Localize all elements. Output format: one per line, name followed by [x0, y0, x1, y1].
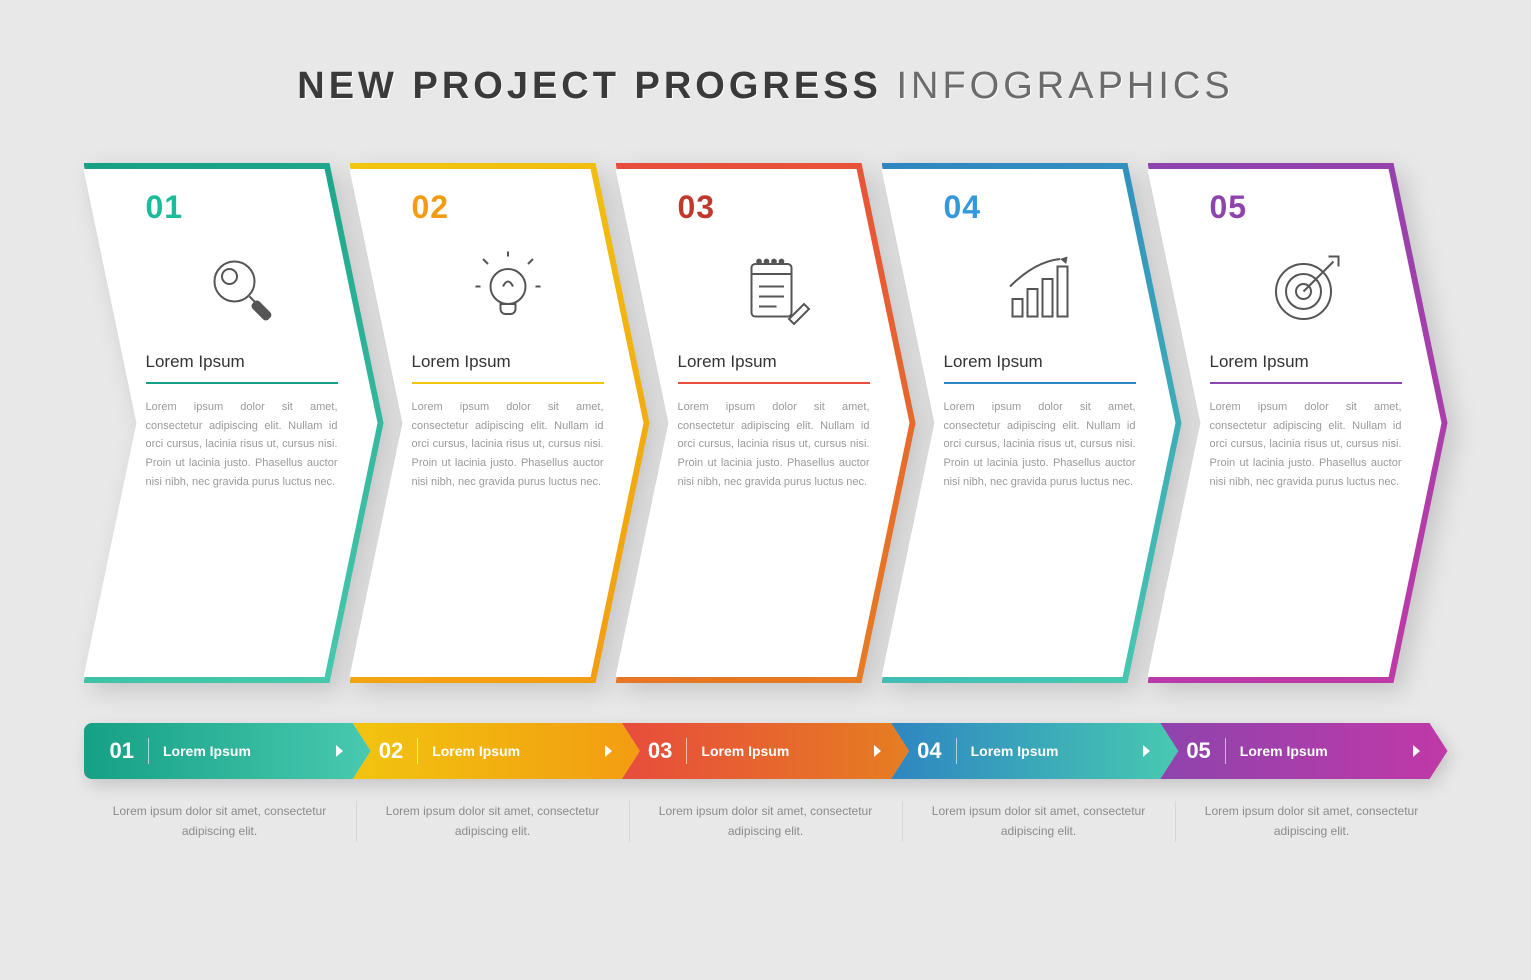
chevron-right-icon — [1143, 415, 1153, 431]
chevron-right-icon — [345, 415, 355, 431]
chevron-right-icon — [874, 745, 881, 757]
title-thin: INFOGRAPHICS — [896, 65, 1233, 107]
step-body: Lorem ipsum dolor sit amet, consectetur … — [944, 398, 1136, 491]
step-number: 03 — [678, 189, 870, 226]
step-number: 01 — [146, 189, 338, 226]
ribbon-label: Lorem Ipsum — [432, 743, 605, 759]
step-title: Lorem Ipsum — [944, 352, 1136, 372]
page-title: NEW PROJECT PROGRESS INFOGRAPHICS — [80, 65, 1451, 108]
step-body: Lorem ipsum dolor sit amet, consectetur … — [412, 398, 604, 491]
card-inner: 04 Lorem Ipsum Lorem ipsum dolor sit amet,… — [882, 169, 1176, 677]
step-card: 02 Lorem Ipsum Lorem ipsum dolor sit amet,… — [350, 163, 650, 683]
ribbon-step: 02 Lorem Ipsum — [353, 723, 640, 779]
caption: Lorem ipsum dolor sit amet, consectetur … — [357, 801, 630, 842]
ribbon-number: 04 — [917, 738, 956, 764]
step-title: Lorem Ipsum — [1210, 352, 1402, 372]
ribbon-row: 01Lorem Ipsum02Lorem Ipsum03Lorem Ipsum0… — [84, 723, 1448, 779]
chevron-right-icon — [336, 745, 343, 757]
step-number: 04 — [944, 189, 1136, 226]
card-inner: 05 Lorem Ipsum Lorem ipsum dolor sit amet,… — [1148, 169, 1442, 677]
card-inner: 02 Lorem Ipsum Lorem ipsum dolor sit amet,… — [350, 169, 644, 677]
step-card: 03 Lorem Ipsum Lorem ipsum dolor sit amet,… — [616, 163, 916, 683]
chevron-right-icon — [605, 745, 612, 757]
step-body: Lorem ipsum dolor sit amet, consectetur … — [678, 398, 870, 491]
caption: Lorem ipsum dolor sit amet, consectetur … — [630, 801, 903, 842]
step-title: Lorem Ipsum — [412, 352, 604, 372]
lightbulb-icon — [412, 234, 604, 344]
page: NEW PROJECT PROGRESS INFOGRAPHICS 01 Lore… — [0, 0, 1531, 980]
divider — [412, 382, 604, 384]
divider — [678, 382, 870, 384]
chevron-right-icon — [611, 415, 621, 431]
ribbon-step: 04 Lorem Ipsum — [891, 723, 1178, 779]
magnifier-icon — [146, 234, 338, 344]
step-title: Lorem Ipsum — [146, 352, 338, 372]
chevron-right-icon — [1413, 745, 1420, 757]
caption: Lorem ipsum dolor sit amet, consectetur … — [84, 801, 357, 842]
step-card: 01 Lorem Ipsum Lorem ipsum dolor sit amet,… — [84, 163, 384, 683]
ribbon-step: 01 Lorem Ipsum — [84, 723, 371, 779]
ribbon-step: 05 Lorem Ipsum — [1160, 723, 1447, 779]
card-inner: 01 Lorem Ipsum Lorem ipsum dolor sit amet,… — [84, 169, 378, 677]
divider — [944, 382, 1136, 384]
title-bold: NEW PROJECT PROGRESS — [297, 65, 882, 107]
divider — [146, 382, 338, 384]
step-number: 05 — [1210, 189, 1402, 226]
step-title: Lorem Ipsum — [678, 352, 870, 372]
caption: Lorem ipsum dolor sit amet, consectetur … — [1176, 801, 1448, 842]
steps-row: 01 Lorem Ipsum Lorem ipsum dolor sit amet,… — [84, 163, 1448, 683]
ribbon-step: 03 Lorem Ipsum — [622, 723, 909, 779]
chevron-right-icon — [877, 415, 887, 431]
divider — [1210, 382, 1402, 384]
notepad-icon — [678, 234, 870, 344]
step-body: Lorem ipsum dolor sit amet, consectetur … — [1210, 398, 1402, 491]
ribbon-label: Lorem Ipsum — [1240, 743, 1413, 759]
ribbon-number: 02 — [379, 738, 418, 764]
step-card: 04 Lorem Ipsum Lorem ipsum dolor sit amet,… — [882, 163, 1182, 683]
caption: Lorem ipsum dolor sit amet, consectetur … — [903, 801, 1176, 842]
ribbon-number: 01 — [110, 738, 149, 764]
ribbon-label: Lorem Ipsum — [163, 743, 336, 759]
ribbon-label: Lorem Ipsum — [701, 743, 874, 759]
ribbon-number: 05 — [1186, 738, 1225, 764]
chevron-right-icon — [1143, 745, 1150, 757]
growth-chart-icon — [944, 234, 1136, 344]
target-icon — [1210, 234, 1402, 344]
ribbon-label: Lorem Ipsum — [971, 743, 1144, 759]
step-number: 02 — [412, 189, 604, 226]
step-card: 05 Lorem Ipsum Lorem ipsum dolor sit amet,… — [1148, 163, 1448, 683]
card-inner: 03 Lorem Ipsum Lorem ipsum dolor sit amet,… — [616, 169, 910, 677]
ribbon-number: 03 — [648, 738, 687, 764]
captions-row: Lorem ipsum dolor sit amet, consectetur … — [84, 801, 1448, 842]
step-body: Lorem ipsum dolor sit amet, consectetur … — [146, 398, 338, 491]
